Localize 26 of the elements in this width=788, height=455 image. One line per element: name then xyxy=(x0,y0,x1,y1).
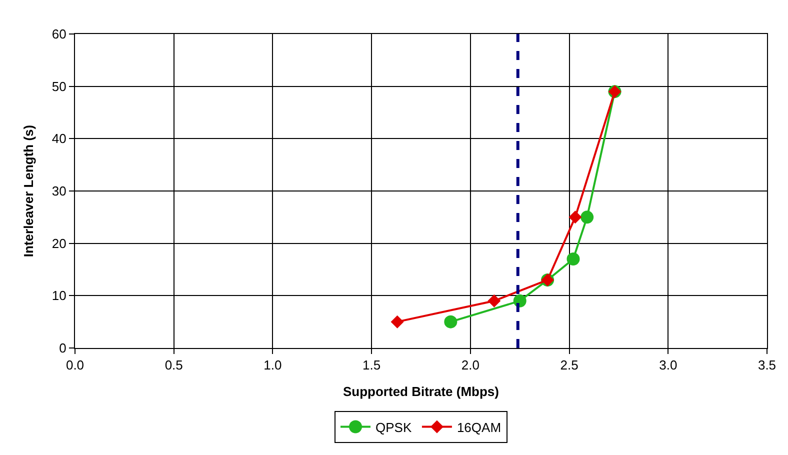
x-axis-title: Supported Bitrate (Mbps) xyxy=(343,384,499,400)
x-tick-label: 0.0 xyxy=(66,358,84,373)
y-tick-label: 0 xyxy=(59,340,66,356)
legend-label: QPSK xyxy=(376,420,412,435)
x-tick-label: 2.0 xyxy=(461,358,480,373)
y-tick-label: 60 xyxy=(52,26,66,42)
point xyxy=(568,210,582,224)
x-tick-label: 3.0 xyxy=(659,358,678,373)
x-tick-label: 2.5 xyxy=(560,358,578,373)
point xyxy=(444,315,458,328)
point xyxy=(566,252,580,266)
x-tick-label: 1.5 xyxy=(362,358,381,373)
x-tick-label: 3.5 xyxy=(758,358,776,373)
y-tick-label: 10 xyxy=(52,288,66,304)
y-tick-label: 50 xyxy=(52,78,66,94)
y-tick-label: 20 xyxy=(52,236,66,251)
y-tick-label: 40 xyxy=(52,131,66,146)
x-tick-label: 1.0 xyxy=(264,358,282,373)
point xyxy=(513,294,526,308)
y-tick-label: 30 xyxy=(52,184,66,199)
point xyxy=(488,294,501,308)
point xyxy=(580,210,594,224)
x-tick-label: 0.5 xyxy=(164,358,183,373)
y-axis-title: Interleaver Length (s) xyxy=(20,124,36,258)
point xyxy=(390,315,404,328)
legend-label: 16QAM xyxy=(456,420,502,435)
